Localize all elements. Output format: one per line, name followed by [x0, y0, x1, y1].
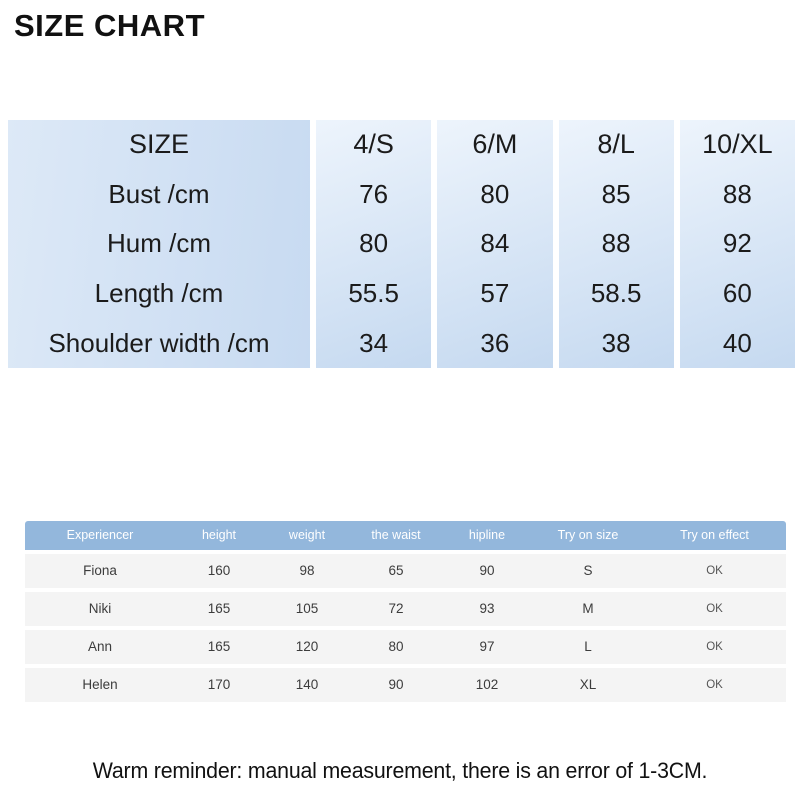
size-value: 55.5 [348, 278, 399, 309]
row-label-bust: Bust /cm [108, 178, 210, 209]
size-value: 40 [722, 327, 752, 358]
size-value: 84 [480, 228, 510, 259]
height-value: 165 [207, 601, 231, 616]
size-table: SIZE Bust /cm Hum /cm Length /cm Shoulde… [8, 120, 795, 368]
col-header-height: height [201, 528, 237, 542]
col-header-the-waist: the waist [371, 528, 421, 542]
experiencer-name: Helen [82, 677, 118, 692]
size-header: 4/S [353, 129, 394, 160]
size-header: 8/L [597, 129, 635, 160]
try-on-effect: OK [706, 565, 723, 577]
size-value: 80 [480, 178, 510, 209]
height-value: 165 [207, 639, 231, 654]
col-header-experiencer: Experiencer [66, 528, 134, 542]
row-label-shoulder: Shoulder width /cm [48, 327, 270, 358]
experiencer-name: Ann [87, 639, 113, 654]
waist-value: 72 [388, 601, 404, 616]
weight-value: 98 [299, 563, 315, 578]
size-value: 80 [359, 228, 389, 259]
size-value: 57 [480, 278, 510, 309]
waist-value: 80 [388, 639, 404, 654]
size-header: 10/XL [702, 129, 773, 160]
size-value: 38 [601, 327, 631, 358]
try-on-effect: OK [706, 603, 723, 615]
weight-value: 105 [295, 601, 319, 616]
size-value: 34 [359, 327, 389, 358]
size-table-label-column: SIZE Bust /cm Hum /cm Length /cm Shoulde… [8, 120, 310, 368]
try-on-size: XL [579, 677, 597, 692]
hipline-value: 93 [479, 601, 495, 616]
size-column-8l: 8/L 85 88 58.5 38 [558, 120, 674, 368]
warm-reminder-text: Warm reminder: manual measurement, there… [92, 758, 708, 783]
col-header-hipline: hipline [468, 528, 506, 542]
table-row: Fiona 160 98 65 90 S OK [25, 554, 786, 588]
row-label-length: Length /cm [94, 278, 224, 309]
table-row: Helen 170 140 90 102 XL OK [25, 668, 786, 702]
size-value: 36 [480, 327, 510, 358]
page-title: SIZE CHART [14, 8, 205, 43]
waist-value: 65 [388, 563, 404, 578]
size-column-6m: 6/M 80 84 57 36 [437, 120, 553, 368]
table-row: Niki 165 105 72 93 M OK [25, 592, 786, 626]
size-column-10xl: 10/XL 88 92 60 40 [679, 120, 795, 368]
waist-value: 90 [388, 677, 404, 692]
experiencer-name: Niki [88, 601, 112, 616]
hipline-value: 90 [479, 563, 495, 578]
hipline-value: 97 [479, 639, 495, 654]
try-on-size: S [583, 563, 593, 578]
weight-value: 140 [295, 677, 319, 692]
size-value: 85 [601, 178, 631, 209]
table-row: Ann 165 120 80 97 L OK [25, 630, 786, 664]
size-value: 88 [601, 228, 631, 259]
height-value: 170 [207, 677, 231, 692]
size-column-4s: 4/S 76 80 55.5 34 [316, 120, 432, 368]
hipline-value: 102 [475, 677, 499, 692]
height-value: 160 [207, 563, 231, 578]
experiencer-name: Fiona [83, 563, 117, 578]
try-on-size: L [584, 639, 592, 654]
size-value: 76 [359, 178, 389, 209]
row-label-hum: Hum /cm [107, 228, 211, 259]
try-on-effect: OK [706, 641, 723, 653]
col-header-try-on-size: Try on size [557, 528, 619, 542]
try-on-table-header: Experiencer height weight the waist hipl… [25, 521, 786, 550]
try-on-effect: OK [706, 679, 723, 691]
size-header: 6/M [472, 129, 518, 160]
col-header-weight: weight [288, 528, 326, 542]
size-value: 60 [722, 278, 752, 309]
weight-value: 120 [295, 639, 319, 654]
size-value: 92 [722, 228, 752, 259]
try-on-table: Experiencer height weight the waist hipl… [25, 521, 786, 706]
try-on-size: M [582, 601, 594, 616]
size-value: 58.5 [590, 278, 642, 309]
size-value: 88 [722, 178, 752, 209]
size-table-corner-label: SIZE [128, 129, 189, 160]
col-header-try-on-effect: Try on effect [680, 528, 749, 542]
